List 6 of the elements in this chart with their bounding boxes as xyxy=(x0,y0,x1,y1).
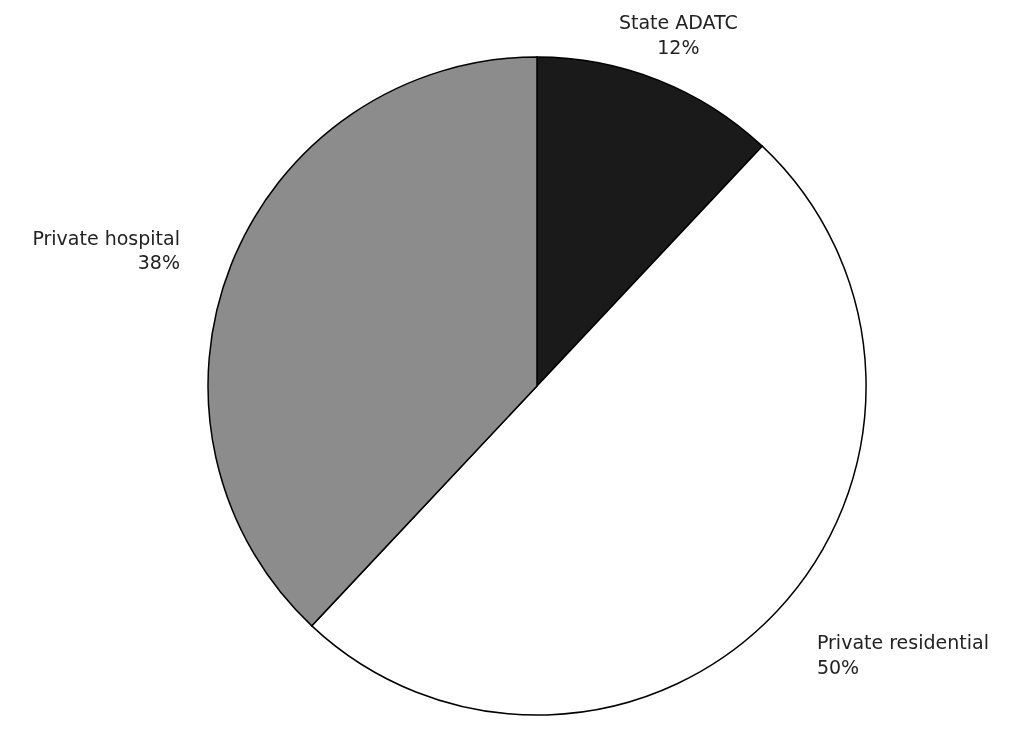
data-label: 50% xyxy=(816,655,860,678)
slice-label: State ADATC xyxy=(618,10,738,33)
slice-label: Private hospital xyxy=(32,226,180,249)
data-label: 12% xyxy=(657,35,700,58)
data-label: 38% xyxy=(137,251,180,274)
slice-label: Private residential xyxy=(816,630,989,653)
